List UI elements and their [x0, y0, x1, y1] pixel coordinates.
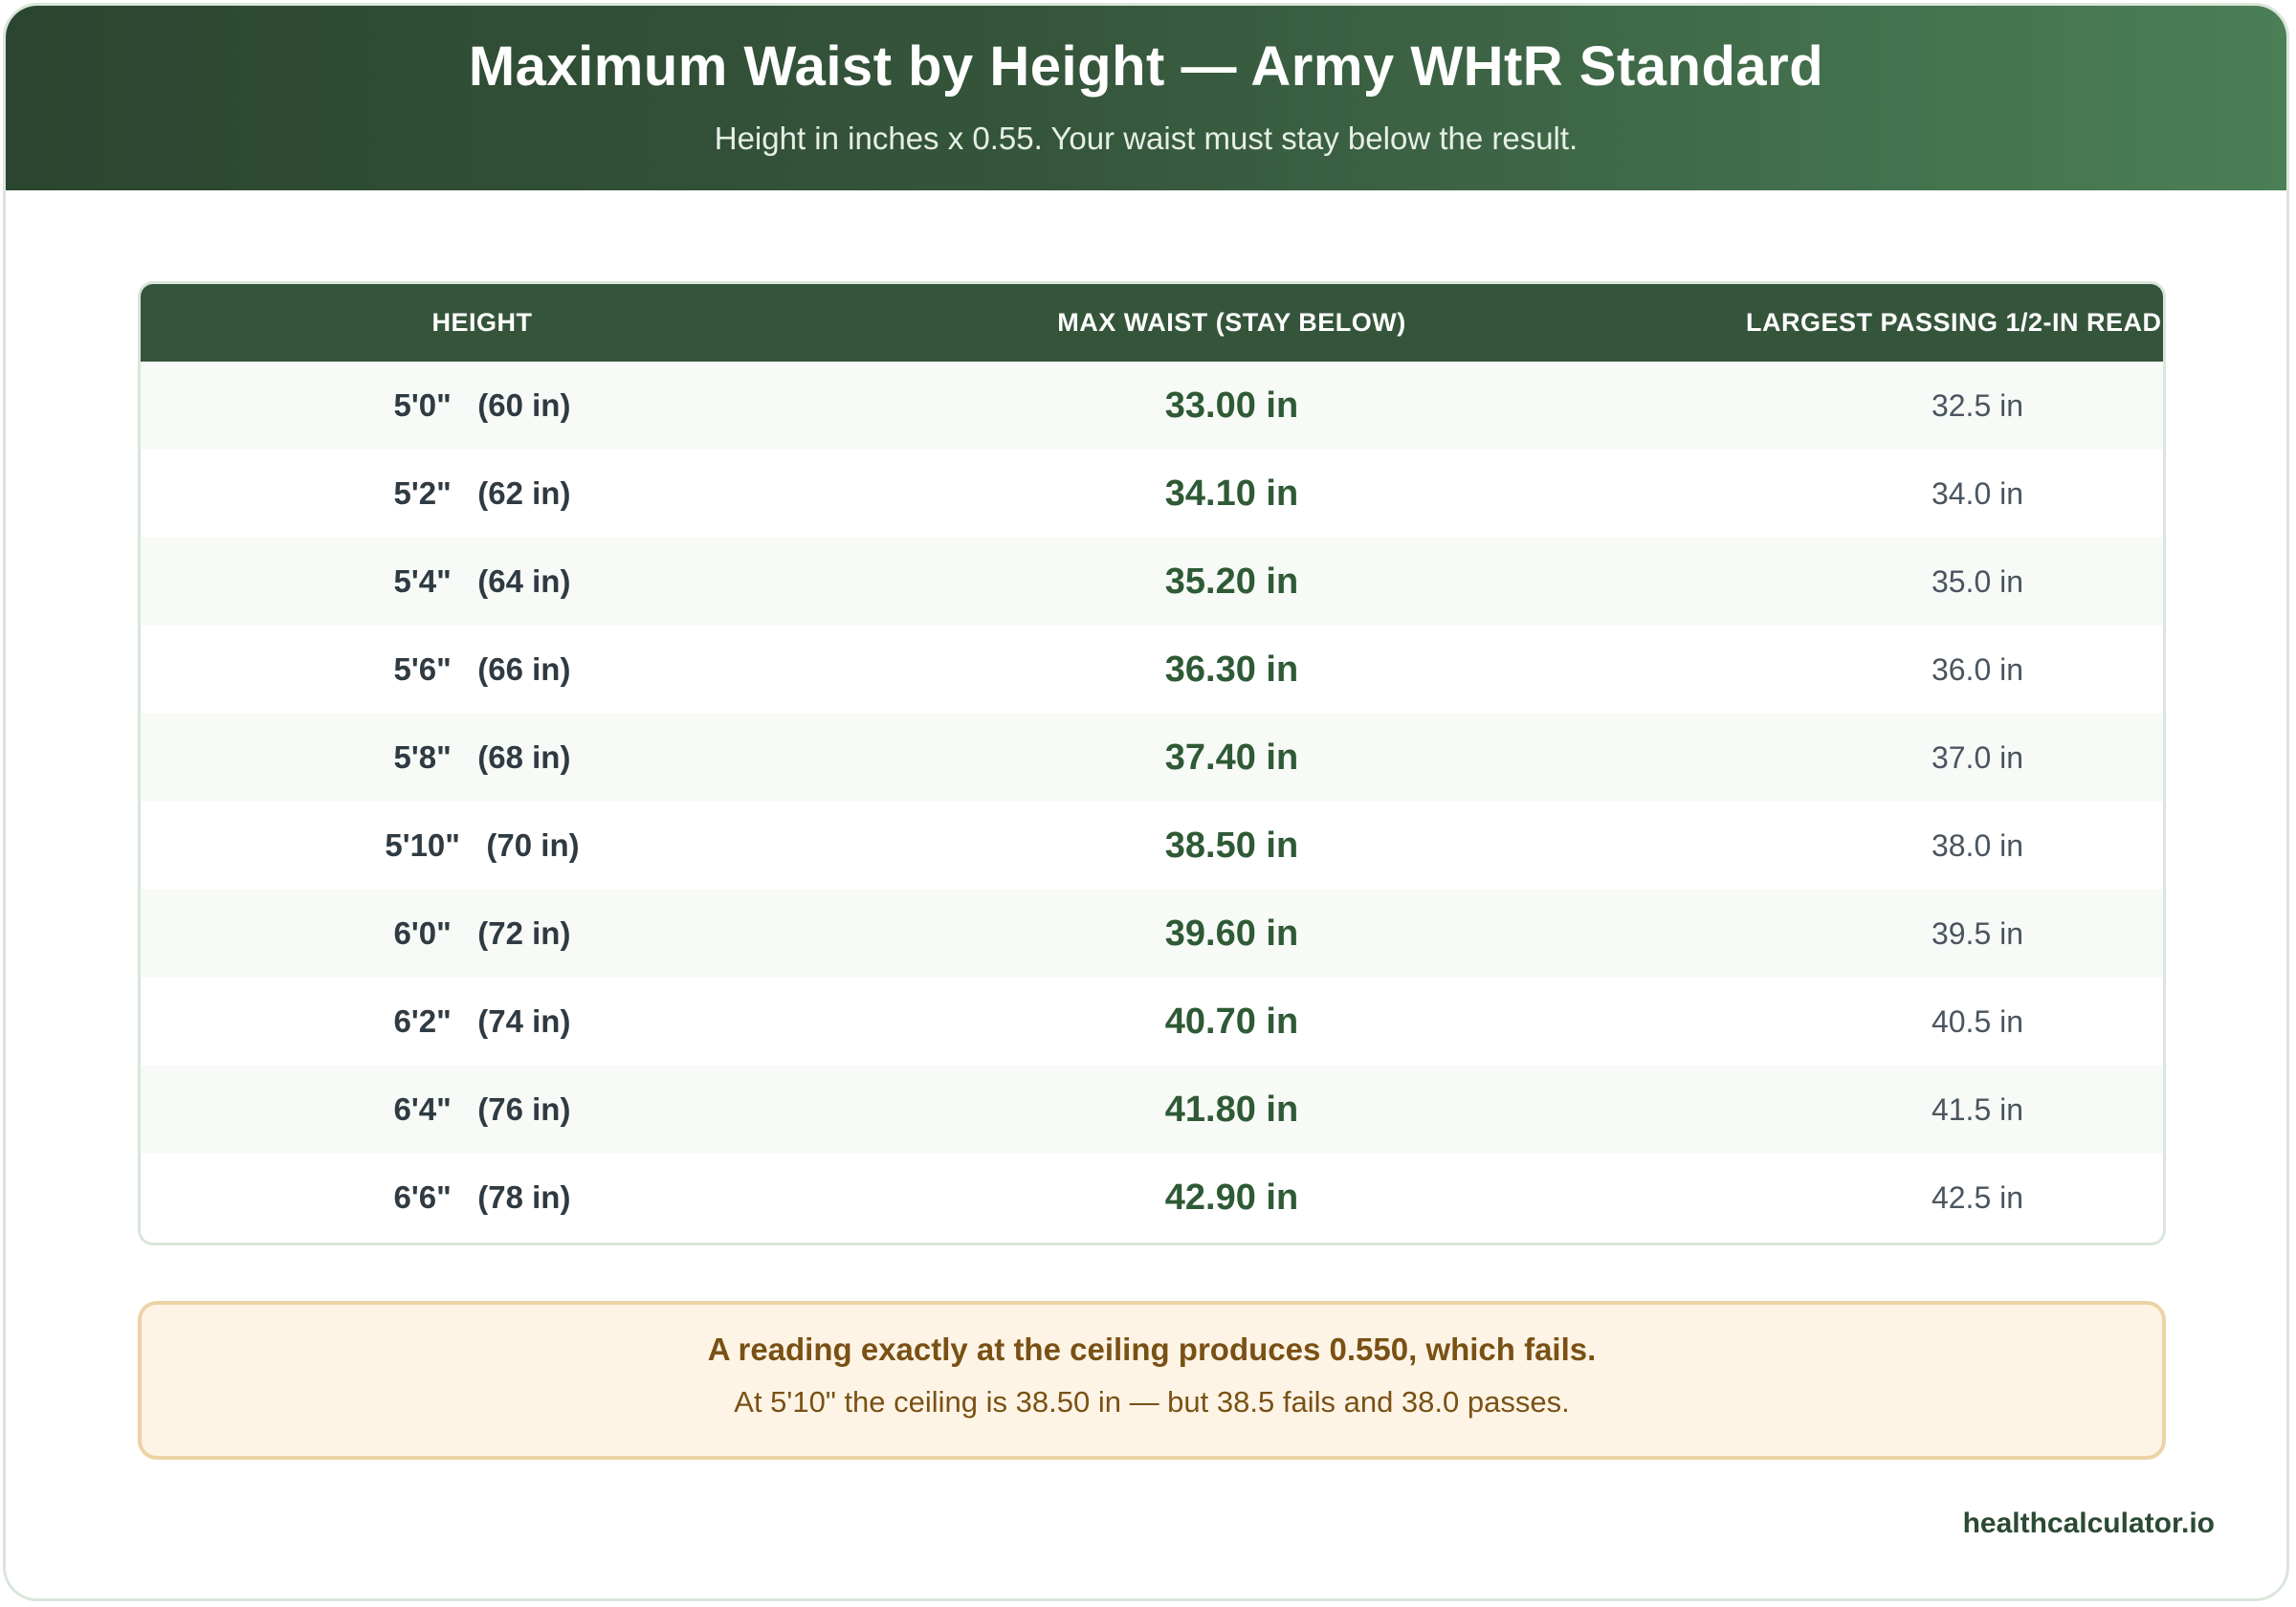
table-row: 5'0" (60 in) 33.00 in 32.5 in — [141, 362, 2163, 450]
max-waist-cell: 35.20 in — [1164, 561, 1299, 602]
table-row: 5'10" (70 in) 38.50 in 38.0 in — [141, 802, 2163, 890]
max-waist-cell: 39.60 in — [1164, 914, 1299, 954]
warning-note: A reading exactly at the ceiling produce… — [138, 1301, 2166, 1460]
largest-passing-cell: 41.5 in — [1931, 1092, 2024, 1127]
note-detail: At 5'10" the ceiling is 38.50 in — but 3… — [734, 1385, 1570, 1419]
height-cell: 5'8" (68 in) — [393, 739, 571, 775]
largest-passing-cell: 35.0 in — [1931, 564, 2024, 599]
table-row: 5'4" (64 in) 35.20 in 35.0 in — [141, 538, 2163, 626]
height-cell: 5'6" (66 in) — [393, 651, 571, 687]
table-row: 5'8" (68 in) 37.40 in 37.0 in — [141, 714, 2163, 802]
largest-passing-cell: 37.0 in — [1931, 740, 2024, 775]
largest-passing-cell: 42.5 in — [1931, 1180, 2024, 1215]
table-row: 6'2" (74 in) 40.70 in 40.5 in — [141, 978, 2163, 1066]
largest-passing-cell: 34.0 in — [1931, 476, 2024, 511]
height-cell: 5'2" (62 in) — [393, 475, 571, 511]
max-waist-cell: 40.70 in — [1164, 1002, 1299, 1042]
largest-passing-cell: 38.0 in — [1931, 828, 2024, 863]
max-waist-cell: 34.10 in — [1164, 473, 1299, 514]
table-row: 5'2" (62 in) 34.10 in 34.0 in — [141, 450, 2163, 538]
max-waist-cell: 33.00 in — [1164, 385, 1299, 426]
height-cell: 6'0" (72 in) — [393, 915, 571, 951]
max-waist-cell: 36.30 in — [1164, 649, 1299, 690]
waist-table: HEIGHT MAX WAIST (STAY BELOW) LARGEST PA… — [138, 281, 2166, 1245]
largest-passing-cell: 32.5 in — [1931, 388, 2024, 423]
largest-passing-cell: 36.0 in — [1931, 652, 2024, 687]
max-waist-cell: 41.80 in — [1164, 1090, 1299, 1130]
height-cell: 6'2" (74 in) — [393, 1003, 571, 1039]
column-header-height: HEIGHT — [431, 308, 533, 337]
chart-card: Maximum Waist by Height — Army WHtR Stan… — [3, 3, 2289, 1601]
table-row: 6'4" (76 in) 41.80 in 41.5 in — [141, 1066, 2163, 1154]
table-body: 5'0" (60 in) 33.00 in 32.5 in 5'2" (62 in) 3… — [141, 362, 2163, 1242]
largest-passing-cell: 39.5 in — [1931, 916, 2024, 951]
height-cell: 6'4" (76 in) — [393, 1091, 571, 1127]
largest-passing-cell: 40.5 in — [1931, 1004, 2024, 1039]
table-row: 6'6" (78 in) 42.90 in 42.5 in — [141, 1154, 2163, 1242]
height-cell: 5'0" (60 in) — [393, 387, 571, 423]
max-waist-cell: 37.40 in — [1164, 737, 1299, 778]
header-banner: Maximum Waist by Height — Army WHtR Stan… — [6, 6, 2286, 190]
max-waist-cell: 38.50 in — [1164, 826, 1299, 866]
site-brand: healthcalculator.io — [1962, 1508, 2215, 1539]
height-cell: 5'4" (64 in) — [393, 563, 571, 599]
column-header-largest-passing: LARGEST PASSING 1/2-IN READING — [1745, 308, 2166, 337]
height-cell: 6'6" (78 in) — [393, 1179, 571, 1215]
table-header: HEIGHT MAX WAIST (STAY BELOW) LARGEST PA… — [141, 284, 2163, 362]
note-headline: A reading exactly at the ceiling produce… — [707, 1332, 1597, 1367]
table-row: 5'6" (66 in) 36.30 in 36.0 in — [141, 626, 2163, 714]
page-title: Maximum Waist by Height — Army WHtR Stan… — [468, 35, 1824, 98]
height-cell: 5'10" (70 in) — [385, 827, 580, 863]
table-row: 6'0" (72 in) 39.60 in 39.5 in — [141, 890, 2163, 978]
max-waist-cell: 42.90 in — [1164, 1178, 1299, 1218]
column-header-max-waist: MAX WAIST (STAY BELOW) — [1057, 308, 1406, 337]
page-subtitle: Height in inches x 0.55. Your waist must… — [714, 121, 1578, 156]
